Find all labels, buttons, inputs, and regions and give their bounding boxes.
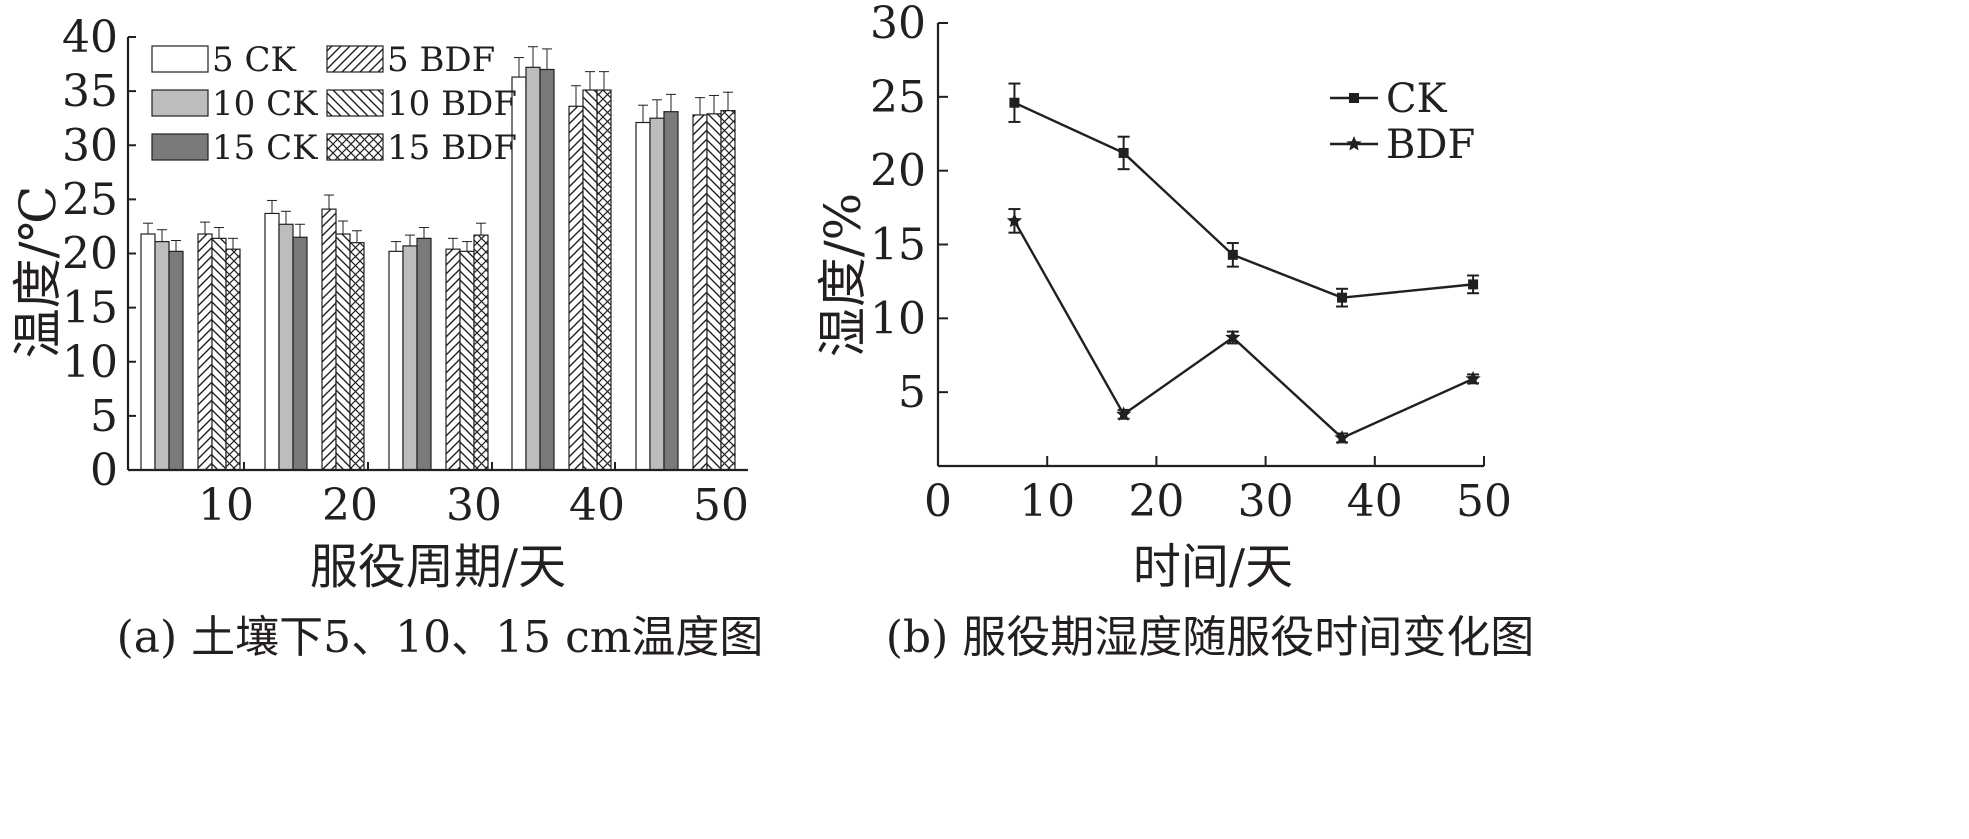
series-line-bdf xyxy=(1013,220,1474,440)
data-point-square xyxy=(1009,97,1020,108)
bar xyxy=(582,89,598,471)
bar xyxy=(706,113,722,471)
chart-b-caption: (b) 服役期湿度随服役时间变化图 xyxy=(886,612,1534,663)
x-tick-label: 0 xyxy=(924,476,952,527)
bar xyxy=(663,111,679,471)
bar xyxy=(720,110,736,471)
y-tick-label: 15 xyxy=(62,283,118,334)
line-series-group xyxy=(1006,82,1481,445)
data-point-star xyxy=(1334,429,1350,445)
data-point-square xyxy=(1227,249,1238,260)
data-point-square xyxy=(1468,279,1479,290)
y-tick-label: 0 xyxy=(90,445,118,496)
bar xyxy=(692,114,708,471)
bar xyxy=(473,234,489,471)
data-point-star xyxy=(1225,329,1241,344)
bar xyxy=(388,250,404,471)
x-tick-label: 20 xyxy=(1128,476,1184,527)
data-point-star xyxy=(1116,406,1132,421)
legend-label: 5 BDF xyxy=(387,40,495,80)
x-tick-label: 30 xyxy=(446,480,502,531)
chart-b-x-axis-label: 时间/天 xyxy=(1133,539,1293,595)
legend-swatch xyxy=(326,45,384,73)
legend-swatch xyxy=(151,45,209,73)
y-tick-label: 30 xyxy=(62,120,118,171)
bar xyxy=(140,233,156,471)
x-tick-label: 10 xyxy=(1019,476,1075,527)
x-tick-label: 40 xyxy=(569,480,625,531)
y-tick-label: 10 xyxy=(62,337,118,388)
chart-a-legend: 5 CK 5 BDF 10 CK 10 BDF 15 CK 15 BDF xyxy=(151,40,517,168)
legend-label: 15 BDF xyxy=(387,128,517,168)
bar xyxy=(168,250,184,471)
bar xyxy=(225,248,241,471)
y-tick-label: 5 xyxy=(898,367,926,418)
chart-b-axes: 5 10 15 20 25 30 0 10 20 30 40 50 xyxy=(870,0,1512,527)
bar xyxy=(349,242,365,471)
bar xyxy=(416,237,432,471)
data-point-square xyxy=(1118,147,1129,158)
chart-b-y-axis-label: 湿度/% xyxy=(814,193,872,357)
y-tick-label: 20 xyxy=(870,146,926,197)
bar xyxy=(154,240,170,471)
bar xyxy=(335,233,351,471)
y-tick-label: 15 xyxy=(870,220,926,271)
bar xyxy=(292,236,308,471)
data-point-square xyxy=(1349,93,1359,103)
bar xyxy=(278,223,294,471)
bar xyxy=(445,248,461,471)
bar xyxy=(264,212,280,471)
y-tick-label: 10 xyxy=(870,293,926,344)
bar xyxy=(197,233,213,471)
y-tick-label: 40 xyxy=(62,12,118,63)
bar xyxy=(568,105,584,471)
legend-label: BDF xyxy=(1386,122,1475,168)
y-tick-label: 25 xyxy=(62,174,118,225)
bar xyxy=(211,237,227,471)
bar xyxy=(459,250,475,471)
y-tick-label: 25 xyxy=(870,72,926,123)
legend-label: 10 CK xyxy=(212,84,318,124)
chart-a-x-axis-label: 服役周期/天 xyxy=(310,539,566,595)
data-point-star xyxy=(1465,370,1481,386)
bar xyxy=(402,245,418,471)
legend-label: 15 CK xyxy=(212,128,318,168)
data-point-star xyxy=(1006,212,1023,228)
data-point-star xyxy=(1346,136,1362,151)
bar xyxy=(635,121,651,471)
chart-a-caption: (a) 土壤下5、10、15 cm温度图 xyxy=(117,612,764,663)
x-tick-label: 10 xyxy=(198,480,254,531)
x-tick-label: 50 xyxy=(1456,476,1512,527)
x-tick-label: 30 xyxy=(1238,476,1294,527)
legend-swatch xyxy=(326,133,384,161)
data-point-square xyxy=(1337,292,1348,303)
legend-label: CK xyxy=(1386,76,1448,122)
bar xyxy=(539,68,555,471)
legend-swatch xyxy=(151,133,209,161)
bar xyxy=(525,66,541,471)
legend-label: 10 BDF xyxy=(387,84,517,124)
bar xyxy=(596,89,612,471)
x-tick-label: 50 xyxy=(693,480,749,531)
chart-a-y-axis-label: 温度/℃ xyxy=(9,186,67,359)
x-tick-label: 40 xyxy=(1347,476,1403,527)
bar xyxy=(649,117,665,471)
y-tick-label: 30 xyxy=(870,0,926,49)
x-tick-label: 20 xyxy=(322,480,378,531)
legend-swatch xyxy=(326,89,384,117)
y-tick-label: 35 xyxy=(62,66,118,117)
y-tick-label: 20 xyxy=(62,229,118,280)
y-tick-label: 5 xyxy=(90,391,118,442)
legend-swatch xyxy=(151,89,209,117)
legend-label: 5 CK xyxy=(212,40,296,80)
bar xyxy=(321,208,337,471)
